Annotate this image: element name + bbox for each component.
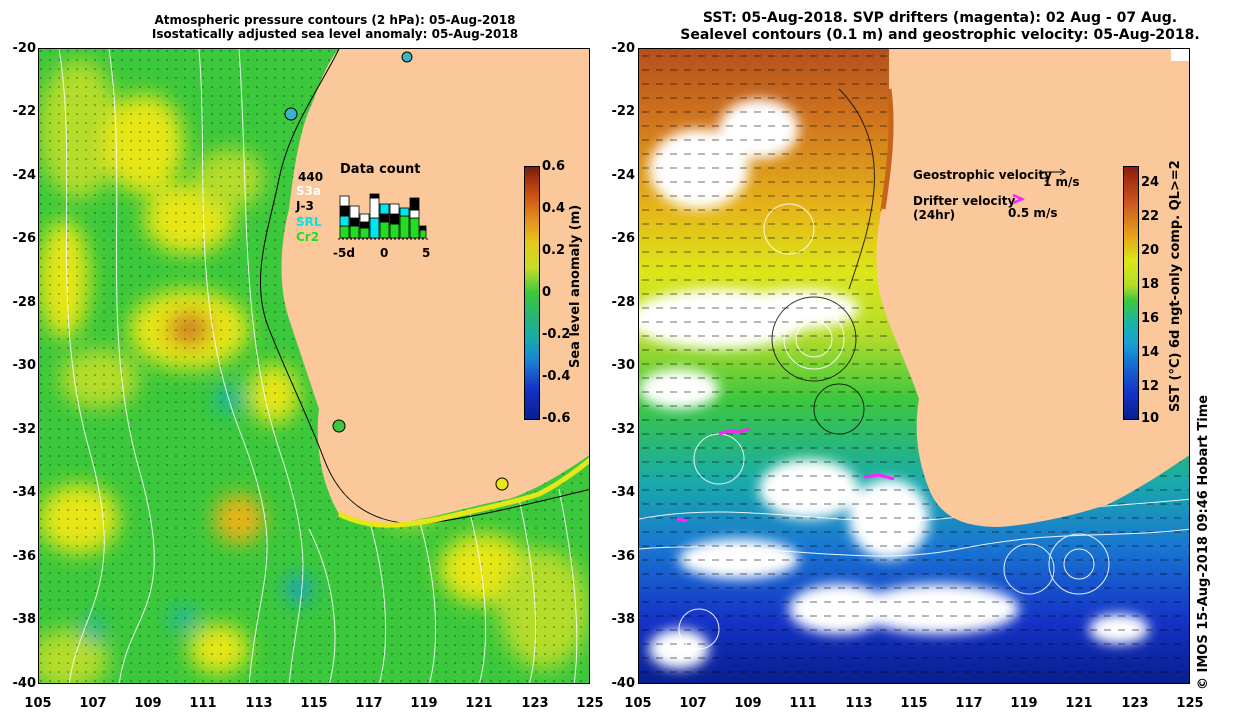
left-y-tick: -40	[12, 676, 37, 691]
tide-gauge-marker	[284, 107, 298, 121]
right-y-tick: -34	[611, 485, 636, 500]
satellite-label-cr2: Cr2	[296, 230, 320, 244]
sst-colorbar	[1123, 166, 1139, 420]
sla-colorbar-tick: 0.4	[542, 201, 566, 216]
sla-map	[38, 48, 590, 684]
satellite-label-srl: SRL	[296, 215, 322, 229]
left-y-tick: -38	[12, 612, 37, 627]
geostrophic-velocity-label: Geostrophic velocity	[913, 168, 1052, 182]
right-x-tick: 109	[734, 696, 762, 711]
satellite-label-j3: J-3	[296, 199, 314, 213]
sst-colorbar-tick: 12	[1141, 379, 1160, 394]
left-x-tick: 121	[465, 696, 493, 711]
right-y-tick: -30	[611, 358, 636, 373]
right-x-tick: 117	[955, 696, 983, 711]
sla-map-graphic	[39, 49, 589, 683]
data-count-xtick: 5	[422, 246, 431, 260]
sst-colorbar-tick: 20	[1141, 243, 1160, 258]
left-x-tick: 107	[79, 696, 107, 711]
right-x-tick: 113	[845, 696, 873, 711]
left-x-tick: 123	[521, 696, 549, 711]
right-x-tick: 105	[624, 696, 652, 711]
left-x-tick: 105	[24, 696, 52, 711]
left-title: Atmospheric pressure contours (2 hPa): 0…	[40, 13, 630, 41]
left-x-tick: 125	[576, 696, 604, 711]
left-x-tick: 119	[410, 696, 438, 711]
satellite-label-440: 440	[298, 170, 324, 184]
sla-colorbar	[524, 166, 540, 420]
left-title-line1: Atmospheric pressure contours (2 hPa): 0…	[154, 13, 516, 27]
satellite-label-s3a: S3a	[296, 184, 322, 198]
drifter-velocity-label: Drifter velocity	[913, 194, 1016, 208]
left-y-tick: -26	[12, 231, 37, 246]
sst-colorbar-tick: 14	[1141, 345, 1160, 360]
left-y-tick: -36	[12, 549, 37, 564]
imos-credit: © IMOS 15-Aug-2018 09:46 Hobart Time	[1196, 394, 1211, 690]
sst-map	[638, 48, 1190, 684]
left-y-tick: -30	[12, 358, 37, 373]
right-y-tick: -22	[611, 104, 636, 119]
sla-colorbar-tick: -0.6	[542, 411, 571, 426]
sla-colorbar-tick: -0.4	[542, 369, 571, 384]
sla-colorbar-tick: 0.2	[542, 243, 566, 258]
left-x-tick: 113	[245, 696, 273, 711]
right-title-line2: Sealevel contours (0.1 m) and geostrophi…	[680, 27, 1200, 43]
sla-colorbar-tick: 0	[542, 285, 552, 300]
right-y-tick: -26	[611, 231, 636, 246]
drifter-arrow-icon	[1012, 193, 1026, 205]
right-x-tick: 111	[789, 696, 817, 711]
right-y-tick: -20	[611, 41, 636, 56]
left-x-tick: 117	[355, 696, 383, 711]
drifter-tracks	[676, 427, 895, 523]
tide-gauge-marker	[495, 477, 509, 491]
right-x-tick: 107	[679, 696, 707, 711]
right-y-tick: -32	[611, 422, 636, 437]
right-y-tick: -40	[611, 676, 636, 691]
left-title-line2: Isostatically adjusted sea level anomaly…	[151, 27, 519, 41]
sla-colorbar-tick: 0.6	[542, 159, 566, 174]
geostrophic-arrow-icon	[1042, 168, 1066, 176]
left-y-tick: -20	[12, 41, 37, 56]
data-count-xtick: -5d	[333, 246, 355, 260]
right-x-tick: 125	[1176, 696, 1204, 711]
left-y-tick: -22	[12, 104, 37, 119]
sst-colorbar-tick: 10	[1141, 411, 1160, 426]
left-y-tick: -28	[12, 295, 37, 310]
drifter-scale: 0.5 m/s	[1008, 206, 1058, 220]
sst-colorbar-tick: 22	[1141, 209, 1160, 224]
left-y-tick: -32	[12, 422, 37, 437]
right-y-tick: -24	[611, 168, 636, 183]
left-x-tick: 109	[134, 696, 162, 711]
sst-colorbar-label: SST (°C) 6d ngt-only comp. QL>=2	[1168, 160, 1183, 412]
left-y-tick: -24	[12, 168, 37, 183]
right-x-tick: 119	[1010, 696, 1038, 711]
left-y-tick: -34	[12, 485, 37, 500]
right-y-tick: -28	[611, 295, 636, 310]
sla-colorbar-label: Sea level anomaly (m)	[568, 204, 583, 368]
data-count-xtick: 0	[380, 246, 389, 260]
geostrophic-scale: 1 m/s	[1043, 175, 1080, 189]
sst-colorbar-tick: 16	[1141, 311, 1160, 326]
sst-colorbar-tick: 18	[1141, 277, 1160, 292]
right-title: SST: 05-Aug-2018. SVP drifters (magenta)…	[630, 10, 1250, 44]
tide-gauge-marker	[401, 51, 413, 63]
drifter-velocity-sublabel: (24hr)	[913, 208, 956, 222]
sla-colorbar-tick: -0.2	[542, 327, 571, 342]
tide-gauge-marker	[332, 419, 346, 433]
right-y-tick: -38	[611, 612, 636, 627]
right-x-tick: 115	[900, 696, 928, 711]
right-x-tick: 121	[1065, 696, 1093, 711]
sst-colorbar-tick: 24	[1141, 175, 1160, 190]
data-count-histogram	[338, 193, 428, 240]
right-x-tick: 123	[1121, 696, 1149, 711]
data-count-title: Data count	[340, 162, 421, 177]
left-x-tick: 111	[189, 696, 217, 711]
left-x-tick: 115	[300, 696, 328, 711]
sst-map-graphic	[639, 49, 1189, 683]
right-title-line1: SST: 05-Aug-2018. SVP drifters (magenta)…	[702, 10, 1178, 26]
right-y-tick: -36	[611, 549, 636, 564]
